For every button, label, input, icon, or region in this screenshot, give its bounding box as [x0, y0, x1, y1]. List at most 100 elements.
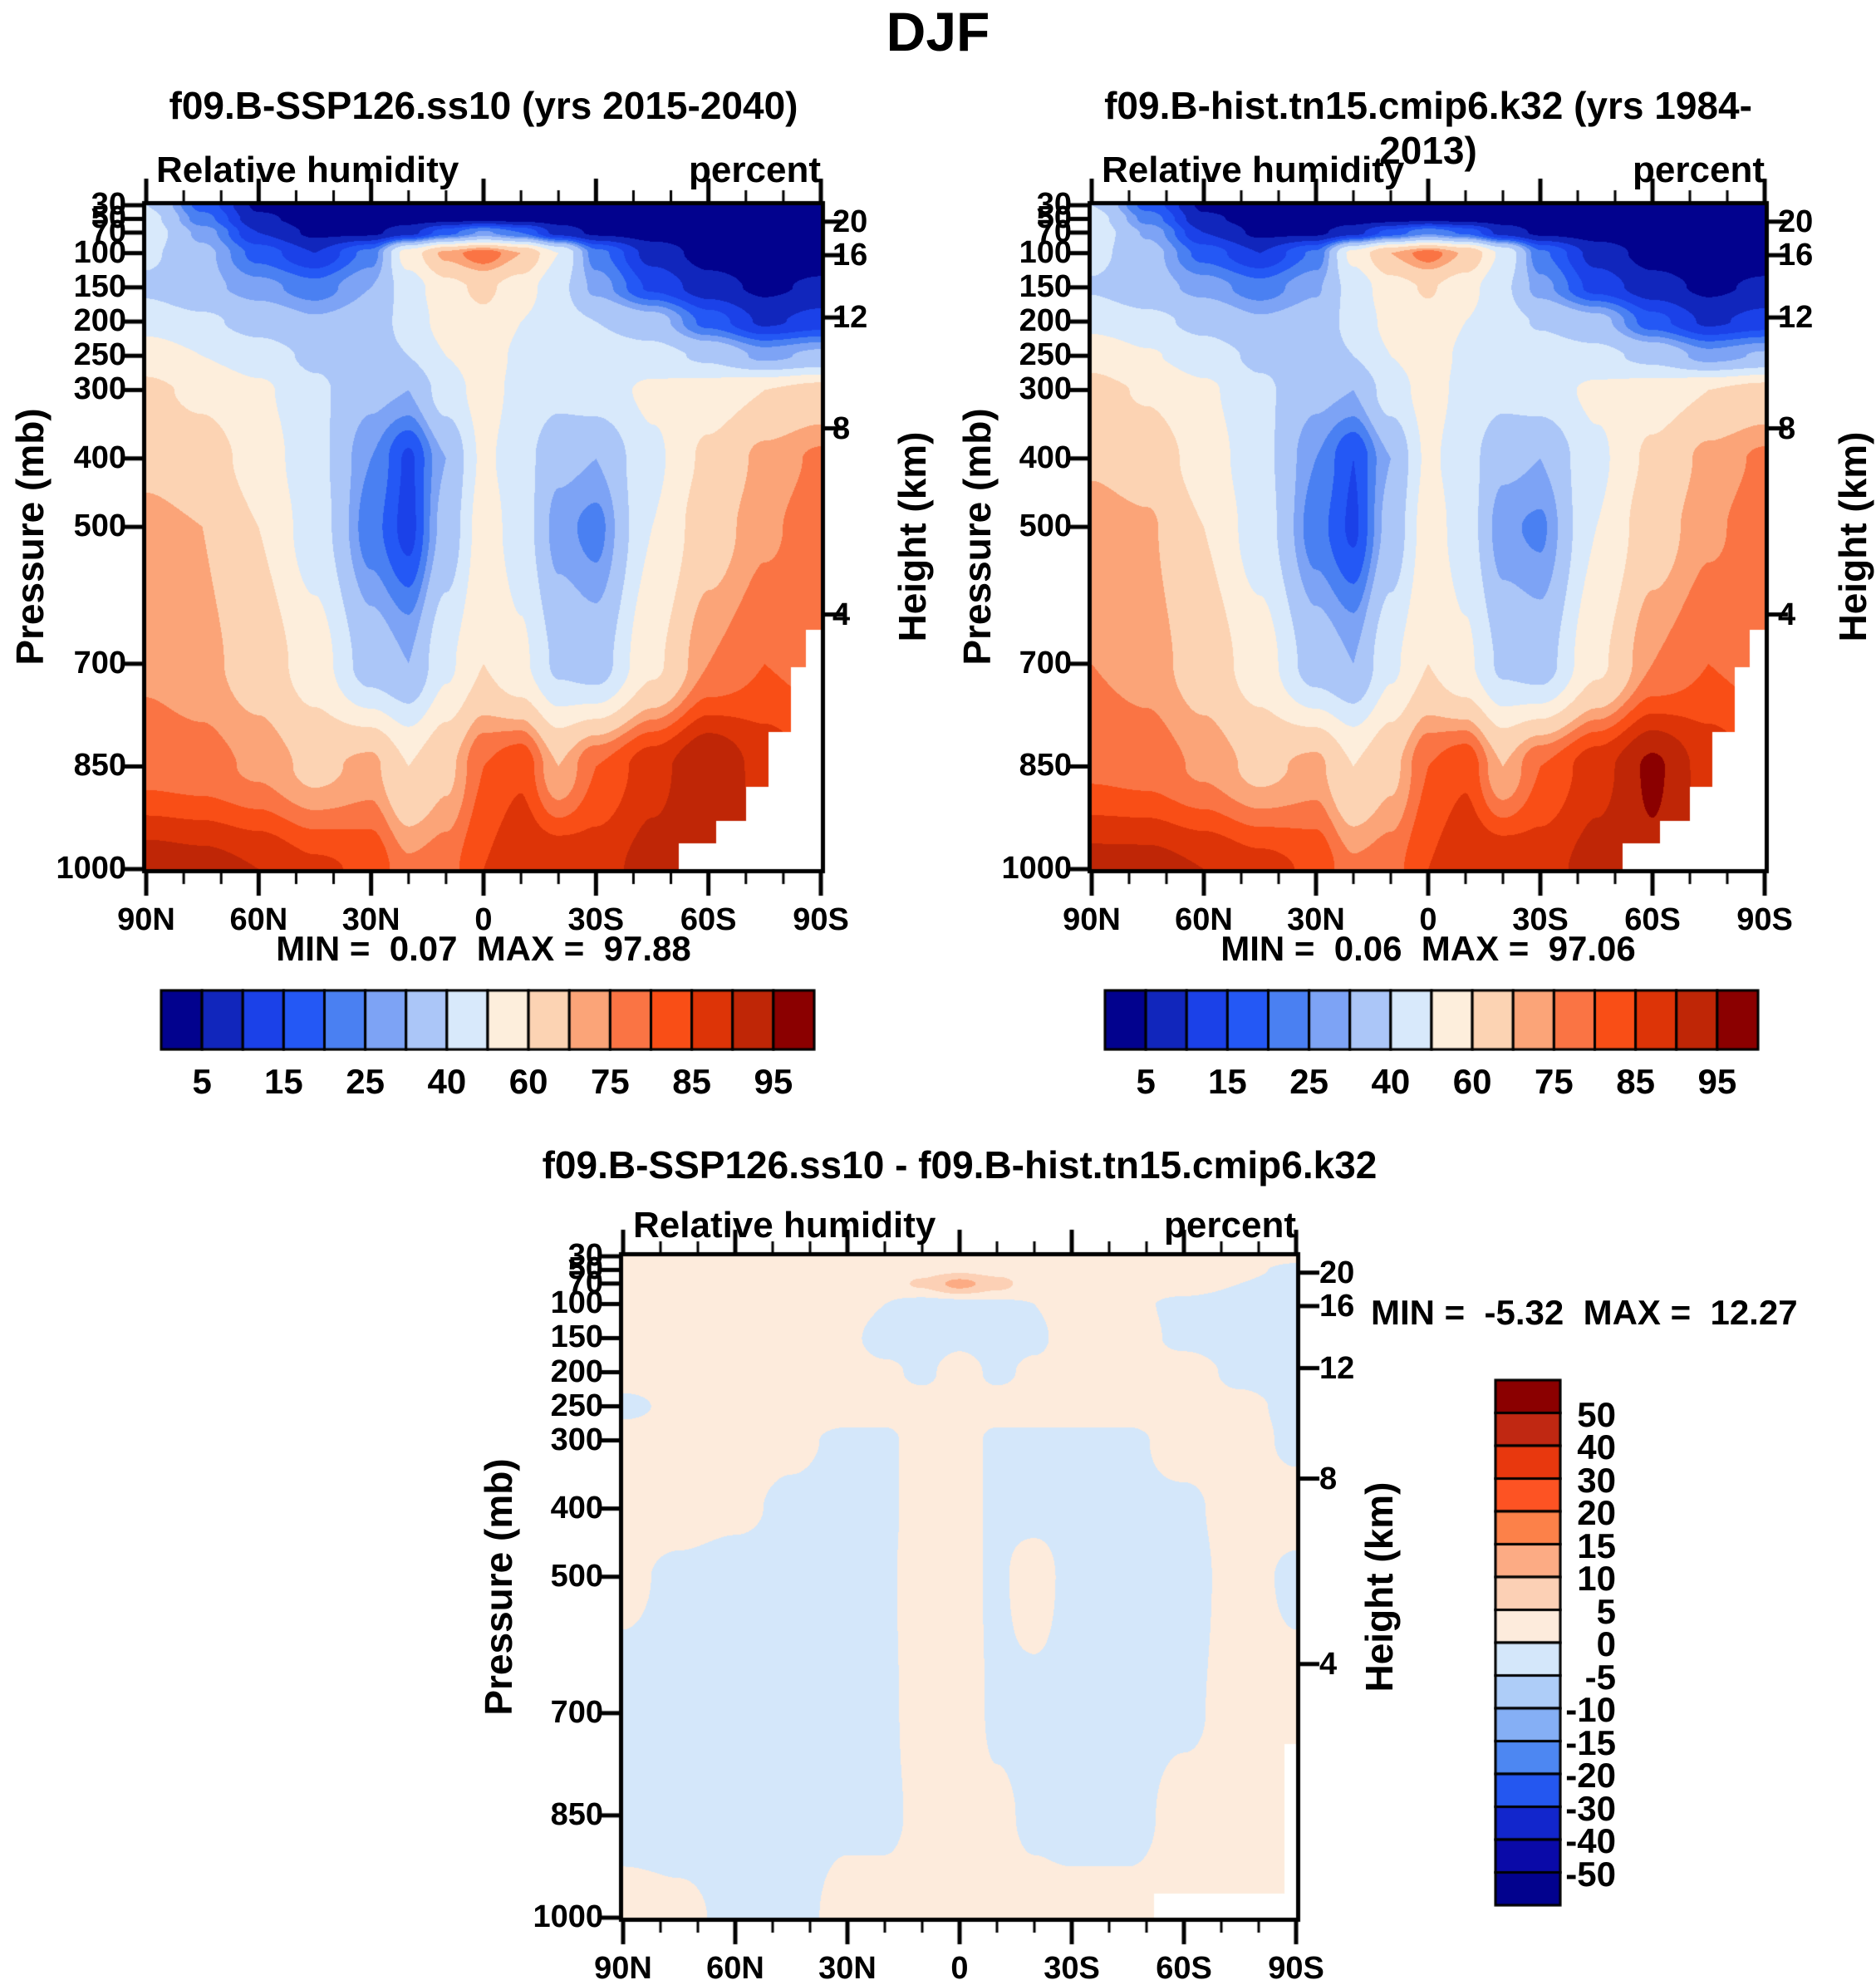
height-tick-label: 4: [1319, 1646, 1338, 1682]
colorbar-tick-label: 95: [1697, 1062, 1737, 1101]
latitude-tick-label: 90S: [1268, 1951, 1324, 1980]
pressure-tick-label: 500: [73, 509, 126, 544]
panel2-colorbar: [1103, 989, 1760, 1051]
latitude-tick-label: 0: [474, 902, 493, 937]
colorbar-tick-label: -10: [1565, 1690, 1616, 1729]
height-tick-label: 8: [832, 410, 851, 446]
pressure-tick-label: 1000: [1001, 851, 1072, 886]
height-tick-label: 20: [1778, 204, 1814, 239]
pressure-tick-label: 250: [1019, 337, 1072, 373]
pressure-tick-label: 700: [1019, 645, 1072, 680]
latitude-tick-label: 30N: [1287, 902, 1345, 937]
pressure-tick-label: 250: [550, 1388, 603, 1423]
panel2-height-axis-title: Height (km): [1831, 431, 1874, 642]
pressure-tick-label: 150: [1019, 268, 1072, 304]
pressure-tick-label: 300: [1019, 371, 1072, 407]
colorbar-tick-label: 85: [672, 1062, 711, 1101]
pressure-tick-label: 400: [1019, 440, 1072, 475]
figure-title: DJF: [886, 1, 990, 62]
colorbar-tick-label: 40: [1577, 1427, 1616, 1467]
pressure-tick-label: 500: [1019, 509, 1072, 544]
pressure-tick-label: 30: [91, 187, 126, 222]
latitude-tick-label: 30S: [1044, 1951, 1100, 1980]
pressure-tick-label: 850: [550, 1796, 603, 1832]
panel3-colorbar: [1494, 1378, 1562, 1907]
pressure-tick-label: 30: [1036, 187, 1072, 222]
pressure-tick-label: 1000: [56, 851, 126, 886]
panel3-height-axis-title: Height (km): [1358, 1481, 1401, 1693]
colorbar-tick-label: 50: [1577, 1394, 1616, 1434]
latitude-tick-label: 60S: [1156, 1951, 1212, 1980]
colorbar-tick-label: 40: [427, 1062, 467, 1101]
pressure-tick-label: 850: [1019, 748, 1072, 784]
colorbar-tick-label: 85: [1616, 1062, 1655, 1101]
height-tick-label: 8: [1778, 410, 1796, 446]
pressure-tick-label: 70: [1036, 214, 1072, 249]
colorbar-tick-label: 5: [1136, 1062, 1156, 1101]
colorbar-tick-label: 20: [1577, 1493, 1616, 1532]
colorbar-tick-label: 15: [1208, 1062, 1247, 1101]
height-tick-label: 20: [1319, 1255, 1355, 1290]
colorbar-tick-label: 15: [264, 1062, 303, 1101]
panel3-title: f09.B-SSP126.ss10 - f09.B-hist.tn15.cmip…: [542, 1143, 1378, 1187]
panel2-contour-plot: [1058, 172, 1798, 902]
colorbar-tick-label: -5: [1584, 1657, 1616, 1697]
colorbar-tick-label: -15: [1565, 1722, 1616, 1762]
height-tick-label: 8: [1319, 1461, 1338, 1496]
colorbar-tick-label: 60: [1452, 1062, 1492, 1101]
pressure-tick-label: 70: [567, 1265, 603, 1300]
pressure-tick-label: 1000: [533, 1899, 603, 1934]
panel3-contour-plot: [590, 1223, 1329, 1951]
pressure-tick-label: 50: [1036, 200, 1072, 236]
height-tick-label: 12: [1778, 300, 1814, 336]
latitude-tick-label: 30S: [567, 902, 625, 937]
panel2-minmax-stats: MIN = 0.06 MAX = 97.06: [1220, 929, 1636, 968]
pressure-tick-label: 70: [91, 214, 126, 249]
pressure-tick-label: 100: [550, 1285, 603, 1321]
colorbar-tick-label: 60: [508, 1062, 548, 1101]
colorbar-tick-label: 40: [1371, 1062, 1411, 1101]
height-tick-label: 12: [832, 300, 868, 336]
colorbar-tick-label: 10: [1577, 1559, 1616, 1598]
panel1-minmax-stats: MIN = 0.07 MAX = 97.88: [276, 929, 691, 968]
pressure-tick-label: 100: [1019, 234, 1072, 270]
latitude-tick-label: 90N: [117, 902, 175, 937]
pressure-tick-label: 400: [73, 440, 126, 475]
colorbar-tick-label: -50: [1565, 1854, 1616, 1894]
panel1-title: f09.B-SSP126.ss10 (yrs 2015-2040): [169, 84, 798, 127]
pressure-tick-label: 250: [73, 337, 126, 373]
pressure-tick-label: 300: [73, 371, 126, 407]
pressure-tick-label: 50: [567, 1251, 603, 1287]
pressure-tick-label: 200: [1019, 303, 1072, 339]
height-tick-label: 12: [1319, 1350, 1355, 1386]
colorbar-tick-label: 15: [1577, 1526, 1616, 1565]
colorbar-tick-label: -40: [1565, 1821, 1616, 1860]
height-tick-label: 4: [1778, 597, 1796, 632]
latitude-tick-label: 90N: [1063, 902, 1121, 937]
pressure-tick-label: 700: [550, 1694, 603, 1730]
panel3-minmax-stats: MIN = -5.32 MAX = 12.27: [1371, 1293, 1798, 1332]
latitude-tick-label: 0: [1419, 902, 1437, 937]
colorbar-tick-label: 75: [1535, 1062, 1574, 1101]
height-tick-label: 20: [832, 204, 868, 239]
colorbar-tick-label: -20: [1565, 1756, 1616, 1795]
panel1-contour-plot: [113, 172, 854, 902]
pressure-tick-label: 30: [567, 1238, 603, 1273]
pressure-tick-label: 850: [73, 748, 126, 784]
panel1-height-axis-title: Height (km): [891, 431, 934, 642]
pressure-tick-label: 300: [550, 1422, 603, 1457]
height-tick-label: 4: [832, 597, 851, 632]
pressure-tick-label: 200: [73, 303, 126, 339]
latitude-tick-label: 60N: [706, 1951, 764, 1980]
colorbar-tick-label: 0: [1596, 1624, 1616, 1663]
latitude-tick-label: 60S: [680, 902, 737, 937]
colorbar-tick-label: -30: [1565, 1788, 1616, 1828]
height-tick-label: 16: [832, 238, 868, 273]
latitude-tick-label: 90N: [594, 1951, 652, 1980]
colorbar-tick-label: 25: [1289, 1062, 1328, 1101]
pressure-tick-label: 200: [550, 1354, 603, 1389]
pressure-tick-label: 500: [550, 1558, 603, 1594]
pressure-tick-label: 400: [550, 1490, 603, 1526]
pressure-tick-label: 100: [73, 234, 126, 270]
